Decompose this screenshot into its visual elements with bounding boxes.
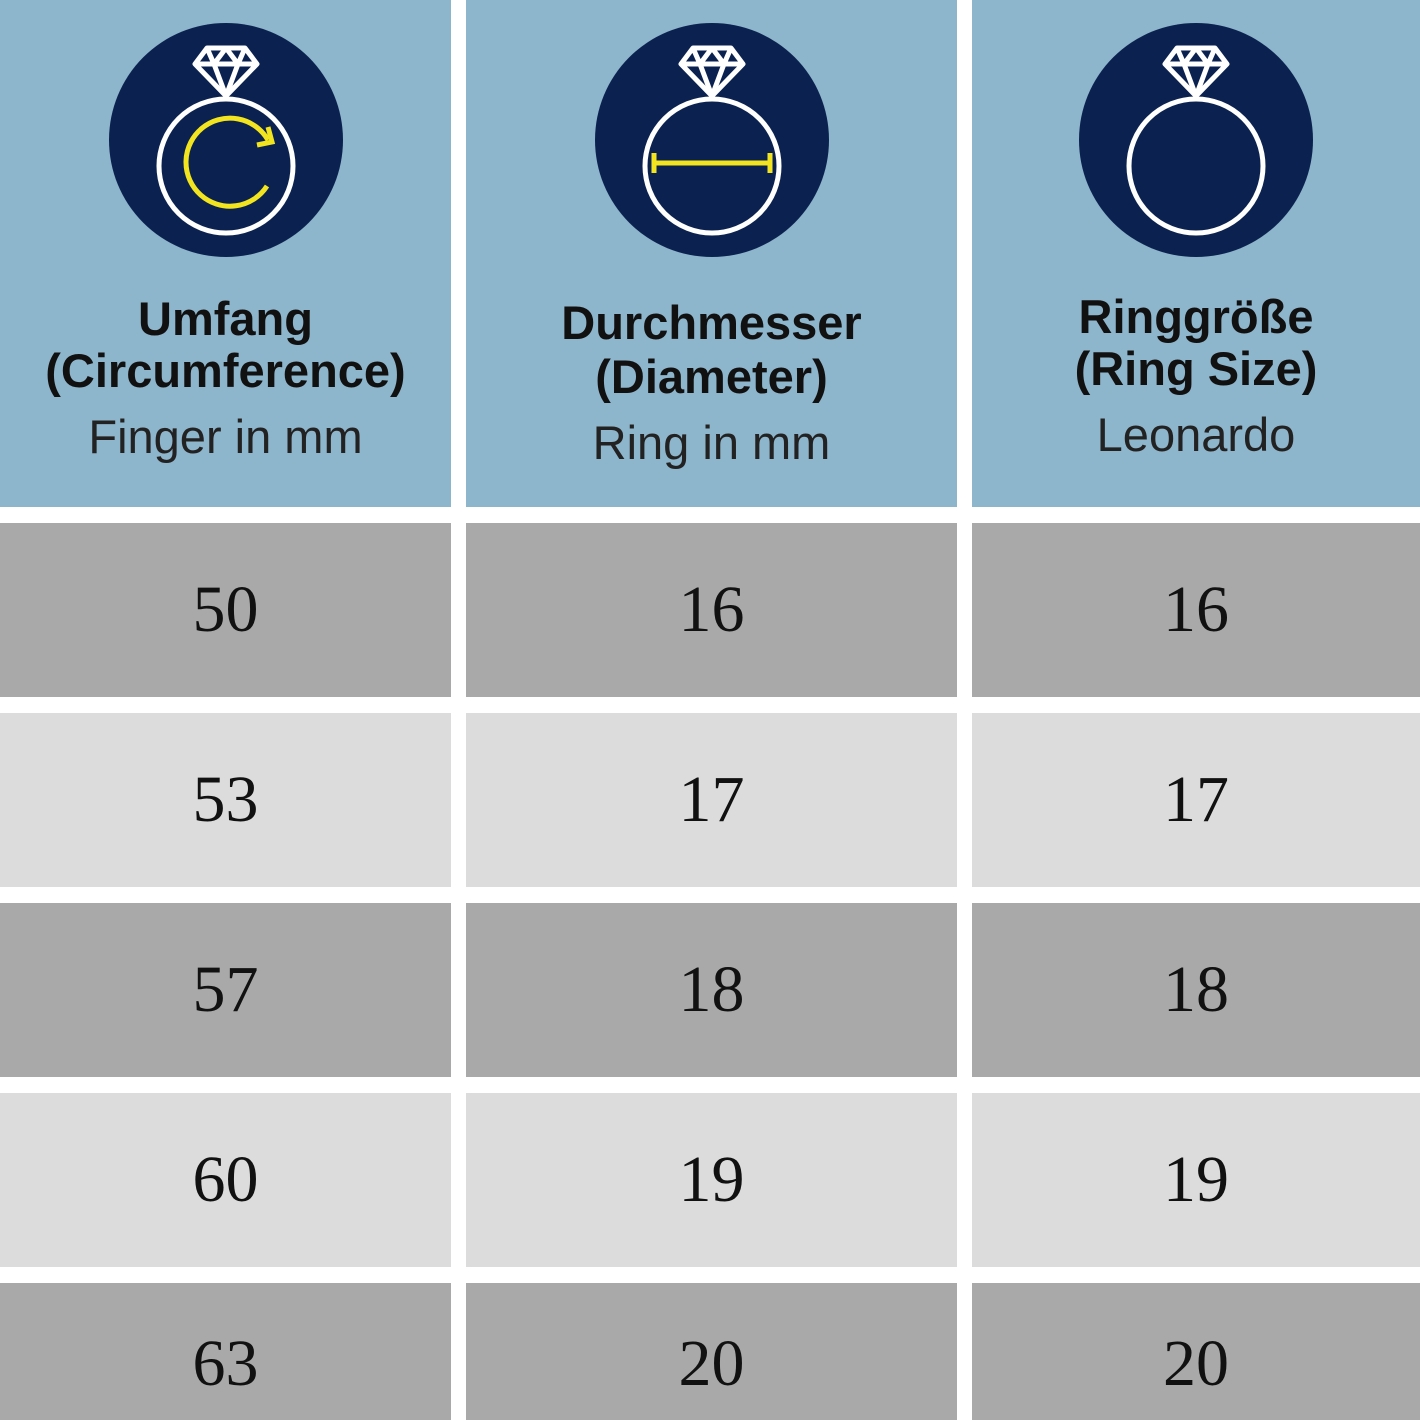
column-title: Durchmesser bbox=[561, 296, 862, 349]
table-cell: 20 bbox=[972, 1283, 1420, 1420]
table-cell: 19 bbox=[466, 1093, 957, 1267]
table-cell: 18 bbox=[466, 903, 957, 1077]
table-cell: 20 bbox=[466, 1283, 957, 1420]
ring-icon bbox=[1079, 23, 1313, 257]
column-subtitle: Leonardo bbox=[1096, 408, 1296, 461]
table-cell: 18 bbox=[972, 903, 1420, 1077]
table-cell: 17 bbox=[972, 713, 1420, 887]
column-header: Ringgröße (Ring Size) Leonardo bbox=[972, 0, 1420, 507]
column-title: Umfang bbox=[138, 292, 313, 345]
column-title-en: (Diameter) bbox=[595, 350, 828, 403]
table-cell: 60 bbox=[0, 1093, 451, 1267]
column-header: Umfang (Circumference) Finger in mm bbox=[0, 0, 451, 507]
column-title-en: (Ring Size) bbox=[1074, 342, 1318, 395]
ring-diameter-icon bbox=[594, 23, 829, 257]
table-cell: 17 bbox=[466, 713, 957, 887]
column-title: Ringgröße bbox=[1078, 290, 1314, 343]
column-header: Durchmesser (Diameter) Ring in mm bbox=[466, 0, 957, 507]
column-subtitle: Ring in mm bbox=[592, 416, 831, 469]
table-cell: 53 bbox=[0, 713, 451, 887]
ring-rotate-icon bbox=[108, 23, 343, 257]
column-title-en: (Circumference) bbox=[45, 344, 406, 397]
table-cell: 19 bbox=[972, 1093, 1420, 1267]
column-subtitle: Finger in mm bbox=[88, 410, 363, 463]
table-cell: 16 bbox=[466, 523, 957, 697]
table-cell: 57 bbox=[0, 903, 451, 1077]
table-cell: 50 bbox=[0, 523, 451, 697]
table-cell: 63 bbox=[0, 1283, 451, 1420]
table-cell: 16 bbox=[972, 523, 1420, 697]
